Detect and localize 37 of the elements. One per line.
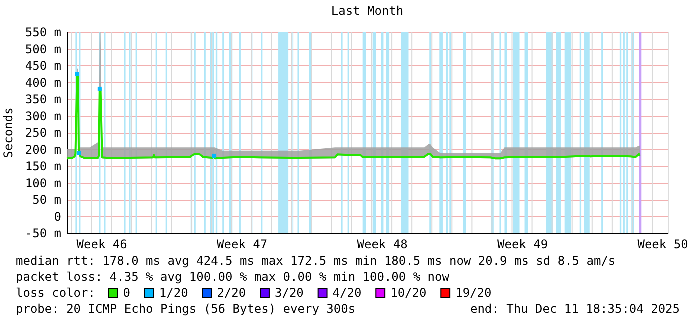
x-tick-label: Week 49 <box>497 238 548 252</box>
text: probe: 20 ICMP Echo Pings (56 Bytes) every 300s <box>16 302 356 316</box>
legend-label: 4/20 <box>332 286 362 300</box>
point <box>77 151 82 156</box>
point <box>98 86 102 91</box>
text: packet loss: 4.35 % avg 100.00 % max 0.00 % min 100.00 % now <box>16 270 450 284</box>
y-tick-label: 0 <box>54 210 62 224</box>
legend-title: loss color: <box>16 286 96 300</box>
y-tick-label: 100 m <box>25 176 62 190</box>
chart-title: Last Month <box>331 4 404 18</box>
y-axis-title: Seconds <box>1 108 16 158</box>
y-tick-label: 350 m <box>25 92 62 106</box>
y-tick-label: 50 m <box>32 193 62 207</box>
legend-label: 2/20 <box>217 286 246 300</box>
legend-label: 19/20 <box>456 286 492 300</box>
y-tick-label: -50 m <box>25 226 62 240</box>
x-tick-label: Week 50 <box>638 238 688 252</box>
point <box>75 72 80 76</box>
x-tick-label: Week 46 <box>76 238 128 252</box>
y-tick-label: 200 m <box>25 142 62 157</box>
legend-label: 3/20 <box>275 286 304 300</box>
text: median rtt: 178.0 ms avg 424.5 ms max 172.5 ms min 180.5 ms now 20.9 ms sd 8.5 am/s <box>16 254 616 268</box>
x-tick-label: Week 48 <box>357 238 408 252</box>
y-tick-label: 500 m <box>25 42 62 56</box>
point <box>212 154 216 158</box>
line-series <box>66 73 641 160</box>
text: end: Thu Dec 11 18:35:04 2025 <box>470 302 680 316</box>
y-tick-label: 250 m <box>25 126 62 140</box>
y-tick-label: 450 m <box>25 59 62 73</box>
y-tick-label: 150 m <box>25 160 62 174</box>
x-tick-label: Week 47 <box>217 238 268 252</box>
legend-label: 0 <box>123 286 130 300</box>
legend-label: 1/20 <box>159 286 188 300</box>
y-tick-label: 550 m <box>25 26 62 40</box>
y-tick-label: 400 m <box>25 76 62 90</box>
y-tick-label: 300 m <box>25 109 62 124</box>
legend-label: 10/20 <box>390 286 427 300</box>
